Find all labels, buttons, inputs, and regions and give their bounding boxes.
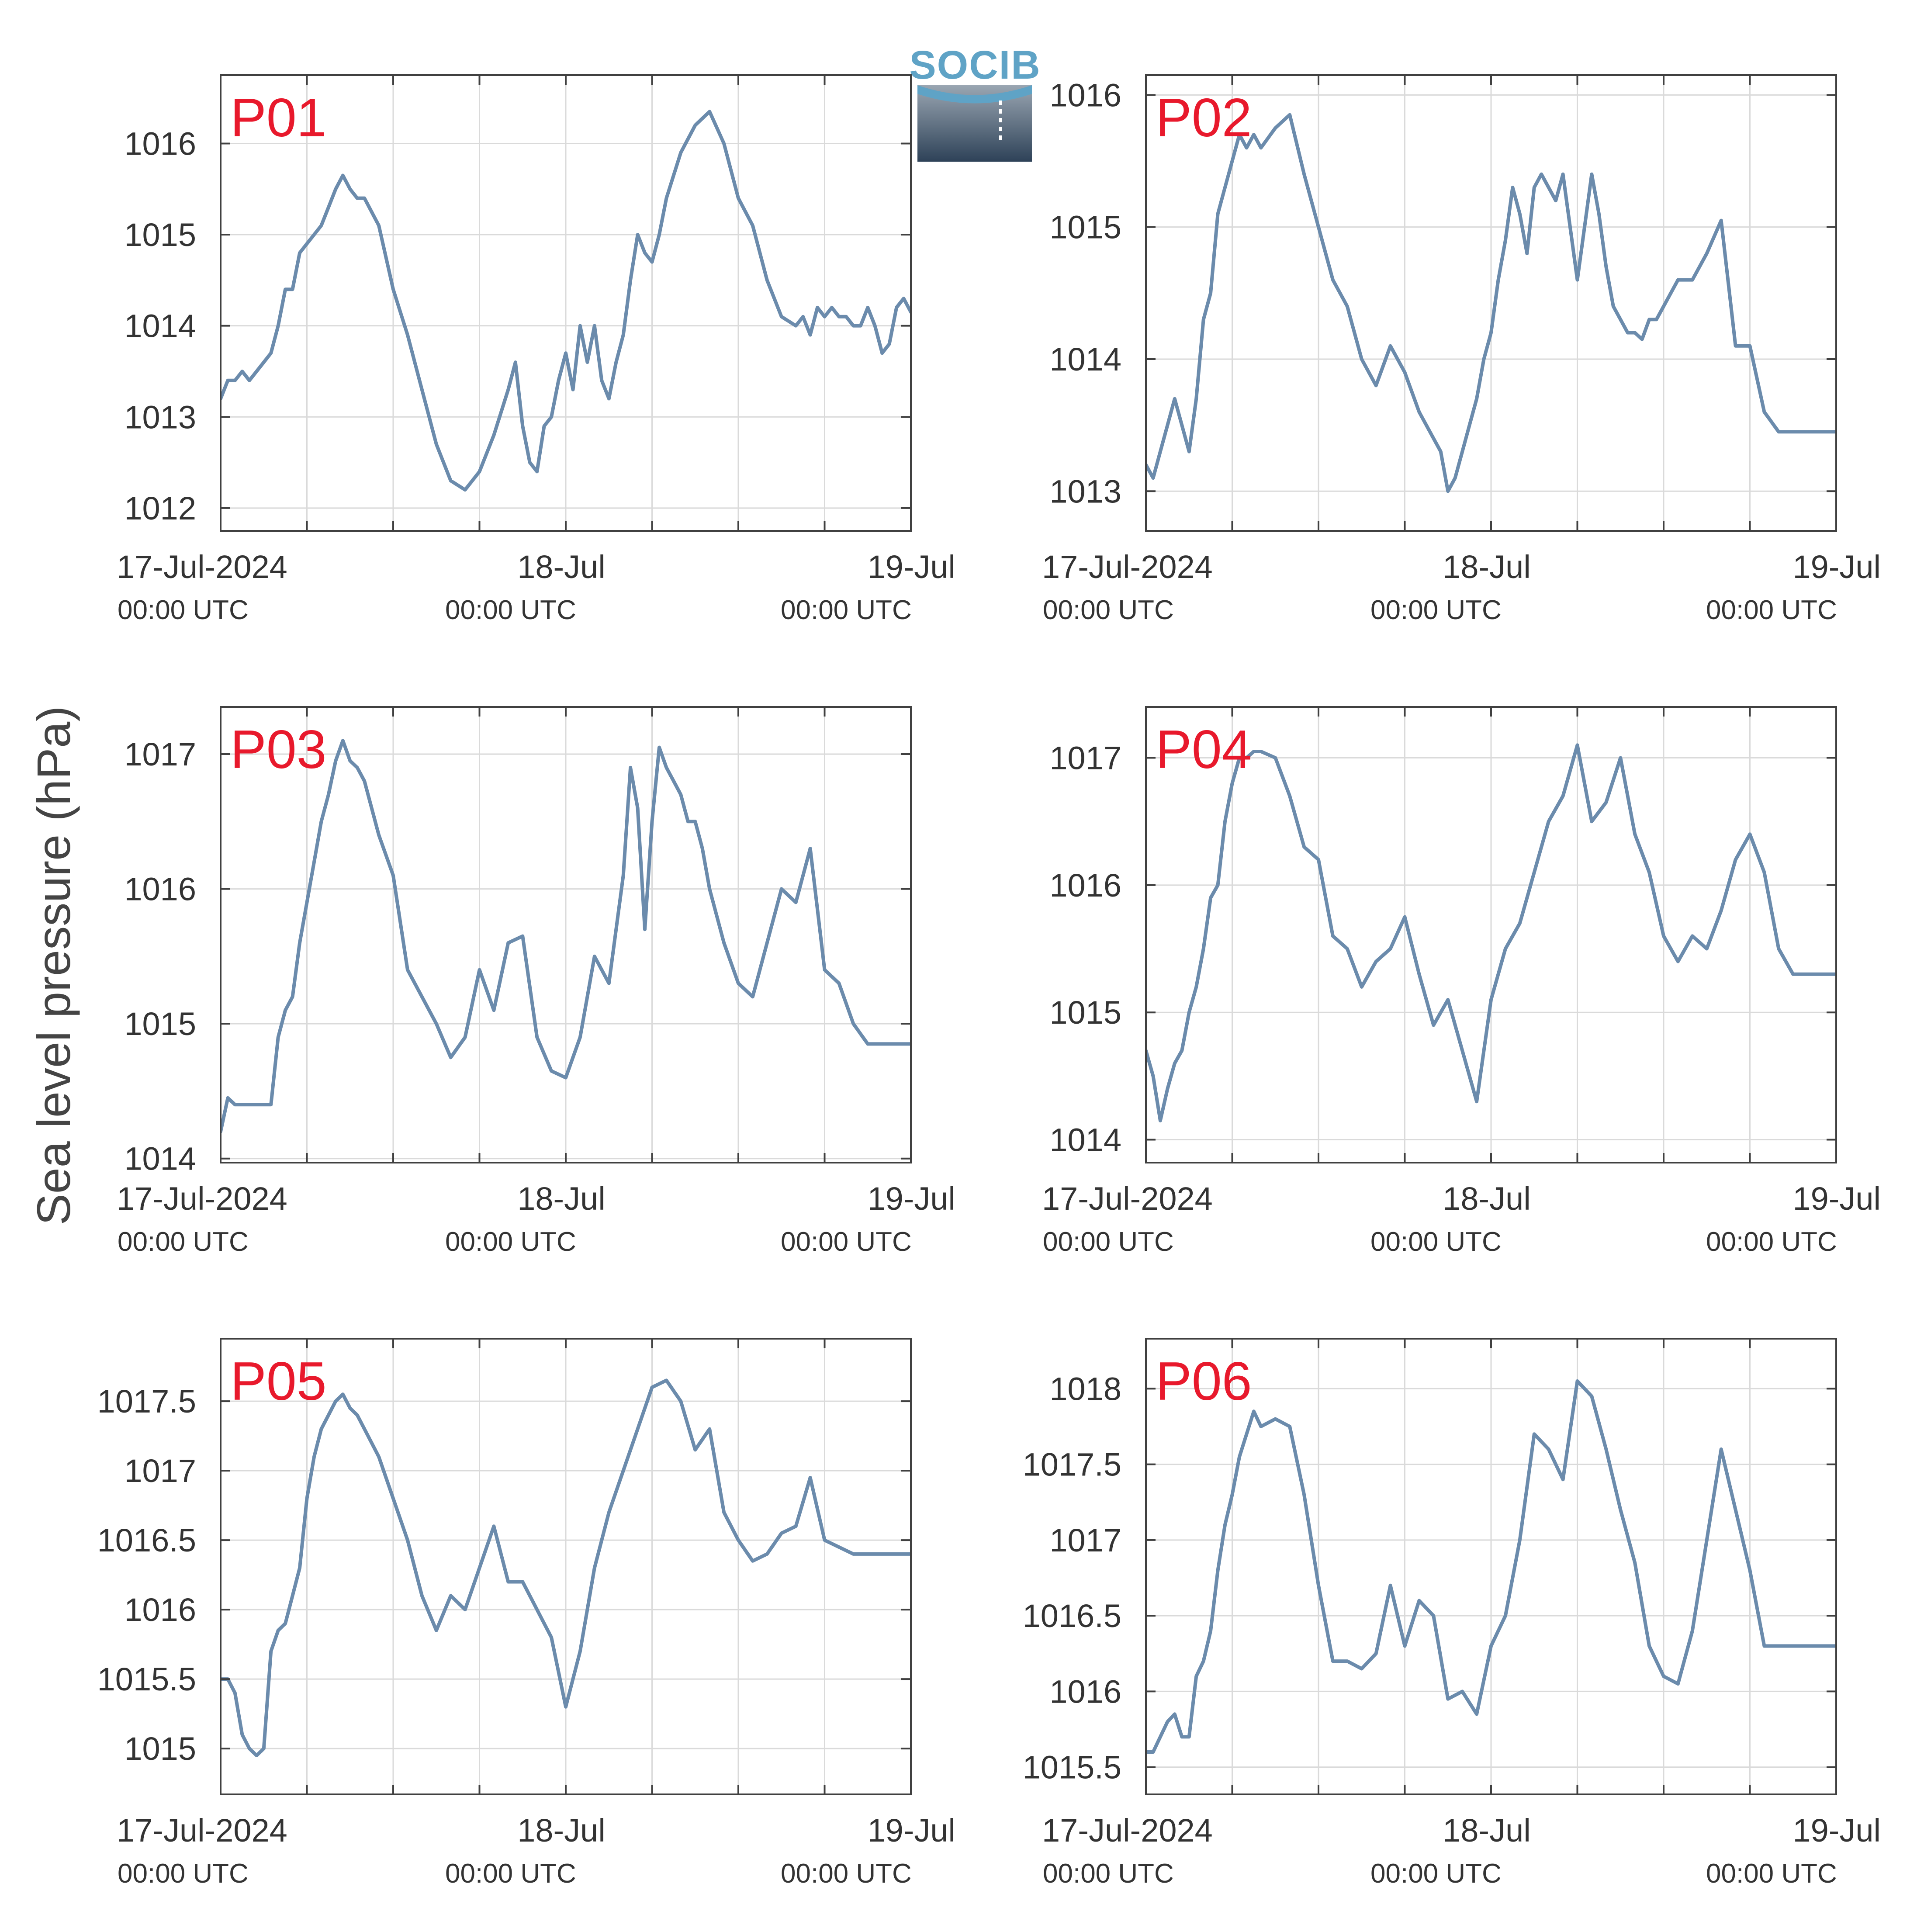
panel-p06-xtick-time: 00:00 UTC: [1706, 1859, 1837, 1889]
panel-p01-xtick-time: 00:00 UTC: [118, 595, 249, 625]
panel-p06-ytick-label: 1017: [1049, 1522, 1121, 1558]
panel-p05-ytick-label: 1017.5: [97, 1383, 196, 1420]
panel-p06-label: P06: [1156, 1351, 1252, 1412]
panel-p01-label: P01: [230, 88, 327, 148]
socib-logo-text: SOCIB: [909, 43, 1041, 87]
panel-p01: 17-Jul-2024 00:00 UTC 18-Jul 00:00 UTC 19-Ju…: [117, 74, 955, 625]
panel-p03-label: P03: [230, 720, 327, 780]
panel-p04-ytick-label: 1014: [1049, 1122, 1121, 1158]
panel-p02-xtick-label: 17-Jul-2024: [1042, 549, 1213, 585]
panel-p01-ytick-label: 1013: [124, 399, 196, 435]
panel-p04-label: P04: [1156, 720, 1252, 780]
panel-p02-xtick-label: 18-Jul: [1443, 549, 1531, 585]
panel-p02-xtick-time: 00:00 UTC: [1043, 595, 1174, 625]
panel-p02-label: P02: [1156, 88, 1252, 148]
panel-p03-xtick-time: 00:00 UTC: [445, 1227, 576, 1257]
panel-p01-ytick-label: 1012: [124, 490, 196, 526]
y-axis-label: Sea level pressure (hPa): [27, 706, 80, 1226]
panel-p05-ytick-label: 1016: [124, 1592, 196, 1628]
panel-p04-xtick-time: 00:00 UTC: [1043, 1227, 1174, 1257]
panel-p05-xtick-label: 17-Jul-2024: [117, 1812, 287, 1849]
panel-p06-ytick-label: 1016.5: [1023, 1598, 1121, 1634]
panel-p06-xtick-time: 00:00 UTC: [1370, 1859, 1502, 1889]
panel-p04-xtick-label: 19-Jul: [1793, 1181, 1881, 1217]
panel-p01-series-line: [221, 110, 911, 492]
panel-p01-xtick-label: 19-Jul: [867, 549, 955, 585]
panel-p02-xtick-label: 19-Jul: [1793, 549, 1881, 585]
panel-p05-xtick-time: 00:00 UTC: [781, 1859, 912, 1889]
panel-p04-xtick-label: 18-Jul: [1443, 1181, 1531, 1217]
panel-p01-ytick-label: 1014: [124, 308, 196, 344]
panel-p03-ytick-label: 1015: [124, 1006, 196, 1042]
panel-p03-xtick-time: 00:00 UTC: [781, 1227, 912, 1257]
panel-p04-ytick-label: 1015: [1049, 994, 1121, 1031]
panel-p06-xtick-label: 18-Jul: [1443, 1812, 1531, 1849]
panel-p04-ytick-label: 1017: [1049, 740, 1121, 776]
panel-p02-ytick-label: 1015: [1049, 209, 1121, 246]
panel-p01-xtick-time: 00:00 UTC: [781, 595, 912, 625]
panel-p05-label: P05: [230, 1351, 327, 1412]
panel-p06-xtick-label: 19-Jul: [1793, 1812, 1881, 1849]
panel-p05-ytick-label: 1017: [124, 1453, 196, 1489]
panel-p05-xtick-time: 00:00 UTC: [445, 1859, 576, 1889]
panel-p02-ytick-label: 1013: [1049, 473, 1121, 509]
panel-p06-xtick-label: 17-Jul-2024: [1042, 1812, 1213, 1849]
panel-p02: 17-Jul-2024 00:00 UTC 18-Jul 00:00 UTC 19-Ju…: [1042, 74, 1881, 625]
panel-p03-xtick-label: 17-Jul-2024: [117, 1181, 287, 1217]
panel-p03-xtick-label: 19-Jul: [867, 1181, 955, 1217]
panel-p05-series-line: [221, 1378, 911, 1757]
panel-p03-ytick-label: 1016: [124, 871, 196, 907]
panel-p02-xtick-time: 00:00 UTC: [1370, 595, 1502, 625]
panel-p05-ytick-label: 1015: [124, 1731, 196, 1767]
panel-p03-ytick-label: 1014: [124, 1141, 196, 1177]
panel-p02-ytick-label: 1014: [1049, 341, 1121, 377]
panel-p03-xtick-time: 00:00 UTC: [118, 1227, 249, 1257]
panel-p06-ytick-label: 1018: [1049, 1371, 1121, 1407]
panel-p02-ytick-label: 1016: [1049, 77, 1121, 113]
panel-p06: 17-Jul-2024 00:00 UTC 18-Jul 00:00 UTC 19-Ju…: [1023, 1338, 1881, 1889]
panel-p02-xtick-time: 00:00 UTC: [1706, 595, 1837, 625]
panel-p01-ytick-label: 1016: [124, 125, 196, 162]
socib-logo: SOCIB: [909, 43, 1041, 162]
panel-p04-xtick-time: 00:00 UTC: [1706, 1227, 1837, 1257]
panel-p04-xtick-label: 17-Jul-2024: [1042, 1181, 1213, 1217]
panel-p01-xtick-label: 17-Jul-2024: [117, 549, 287, 585]
panel-p04-ytick-label: 1016: [1049, 867, 1121, 904]
panel-p01-xtick-label: 18-Jul: [517, 549, 606, 585]
panel-p01-ytick-label: 1015: [124, 217, 196, 253]
panel-p04-series-line: [1146, 743, 1836, 1122]
panel-p04: 17-Jul-2024 00:00 UTC 18-Jul 00:00 UTC 19-Ju…: [1042, 706, 1881, 1257]
panel-p03: 17-Jul-2024 00:00 UTC 18-Jul 00:00 UTC 19-Ju…: [117, 706, 955, 1257]
panel-p02-series-line: [1146, 113, 1836, 493]
panel-p04-xtick-time: 00:00 UTC: [1370, 1227, 1502, 1257]
panel-p05-xtick-time: 00:00 UTC: [118, 1859, 249, 1889]
panel-p06-series-line: [1146, 1379, 1836, 1754]
panel-p05-ytick-label: 1015.5: [97, 1661, 196, 1697]
panel-p06-ytick-label: 1015.5: [1023, 1749, 1121, 1786]
panel-p06-xtick-time: 00:00 UTC: [1043, 1859, 1174, 1889]
panel-p01-xtick-time: 00:00 UTC: [445, 595, 576, 625]
panel-p05-xtick-label: 18-Jul: [517, 1812, 606, 1849]
panel-p06-ytick-label: 1017.5: [1023, 1447, 1121, 1483]
panel-p03-ytick-label: 1017: [124, 736, 196, 772]
panel-p05-xtick-label: 19-Jul: [867, 1812, 955, 1849]
panel-p05: 17-Jul-2024 00:00 UTC 18-Jul 00:00 UTC 19-Ju…: [97, 1338, 955, 1889]
panel-p05-ytick-label: 1016.5: [97, 1522, 196, 1558]
panel-p03-series-line: [221, 739, 911, 1133]
panel-p06-ytick-label: 1016: [1049, 1673, 1121, 1710]
panel-p03-xtick-label: 18-Jul: [517, 1181, 606, 1217]
